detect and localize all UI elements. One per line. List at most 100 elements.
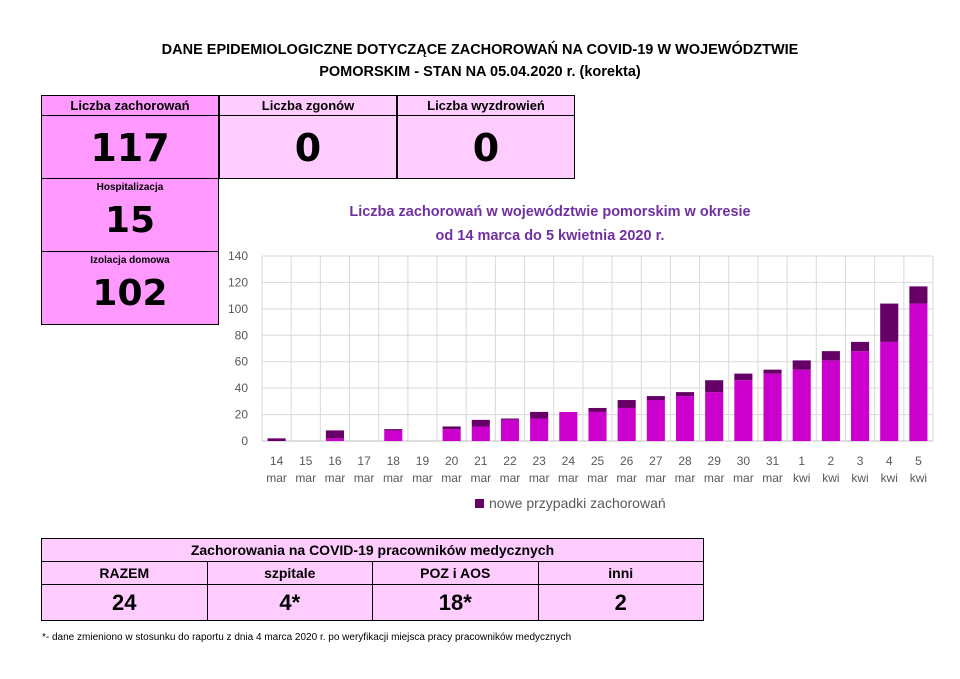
bar-previous-cases bbox=[471, 426, 490, 441]
x-tick-label-day: 19 bbox=[416, 454, 430, 468]
x-tick-label-day: 2 bbox=[828, 454, 835, 468]
medical-table-title: Zachorowania na COVID-19 pracowników med… bbox=[41, 538, 704, 562]
cases-value: 117 bbox=[41, 115, 219, 179]
x-tick-label-day: 14 bbox=[270, 454, 284, 468]
x-tick-label-day: 26 bbox=[620, 454, 634, 468]
bar-previous-cases bbox=[617, 407, 636, 441]
deaths-label: Liczba zgonów bbox=[219, 95, 397, 116]
bar-new-cases bbox=[530, 411, 549, 419]
x-tick-label-month: kwi bbox=[822, 471, 839, 485]
x-tick-label-month: mar bbox=[412, 471, 433, 485]
bar-new-cases bbox=[909, 286, 928, 304]
x-tick-label-day: 5 bbox=[915, 454, 922, 468]
bar-previous-cases bbox=[821, 360, 840, 441]
bar-previous-cases bbox=[763, 373, 782, 441]
bar-previous-cases bbox=[792, 369, 811, 441]
bar-new-cases bbox=[734, 373, 753, 381]
bar-previous-cases bbox=[734, 380, 753, 441]
medical-value-other: 2 bbox=[537, 584, 704, 621]
bar-new-cases bbox=[267, 438, 286, 441]
home-isolation-box: Izolacja domowa 102 bbox=[41, 251, 219, 325]
bar-previous-cases bbox=[442, 429, 461, 441]
medical-value-total: 24 bbox=[41, 584, 208, 621]
bar-new-cases bbox=[763, 369, 782, 374]
bar-previous-cases bbox=[588, 411, 607, 441]
bar-new-cases bbox=[821, 351, 840, 361]
bar-previous-cases bbox=[646, 400, 665, 441]
y-tick-label: 20 bbox=[235, 408, 249, 422]
y-tick-label: 100 bbox=[228, 302, 248, 316]
y-tick-label: 60 bbox=[235, 355, 249, 369]
x-tick-label-month: mar bbox=[470, 471, 491, 485]
x-tick-label-month: mar bbox=[383, 471, 404, 485]
x-tick-label-day: 3 bbox=[857, 454, 864, 468]
y-tick-label: 0 bbox=[241, 434, 248, 448]
x-tick-label-month: mar bbox=[295, 471, 316, 485]
medical-staff-table: Zachorowania na COVID-19 pracowników med… bbox=[41, 538, 704, 621]
x-tick-label-day: 4 bbox=[886, 454, 893, 468]
bar-previous-cases bbox=[325, 438, 344, 441]
report-title-line1: DANE EPIDEMIOLOGICZNE DOTYCZĄCE ZACHOROW… bbox=[161, 42, 799, 58]
x-tick-label-day: 25 bbox=[591, 454, 605, 468]
bar-new-cases bbox=[617, 400, 636, 408]
bar-new-cases bbox=[646, 396, 665, 401]
x-tick-label-day: 21 bbox=[474, 454, 488, 468]
x-tick-label-month: mar bbox=[529, 471, 550, 485]
medical-header-total: RAZEM bbox=[41, 561, 208, 585]
bar-previous-cases bbox=[705, 392, 724, 441]
deaths-value: 0 bbox=[219, 115, 397, 179]
bar-previous-cases bbox=[851, 351, 870, 441]
bar-previous-cases bbox=[500, 419, 520, 441]
x-tick-label-month: kwi bbox=[910, 471, 927, 485]
x-tick-label-month: kwi bbox=[881, 471, 898, 485]
x-tick-label-month: mar bbox=[354, 471, 375, 485]
home-isolation-value: 102 bbox=[92, 273, 168, 314]
medical-header-other: inni bbox=[537, 561, 704, 585]
x-tick-label-day: 15 bbox=[299, 454, 313, 468]
bar-new-cases bbox=[851, 341, 870, 352]
x-tick-label-month: mar bbox=[266, 471, 287, 485]
recoveries-value: 0 bbox=[397, 115, 575, 179]
bar-new-cases bbox=[325, 430, 344, 439]
x-tick-label-month: mar bbox=[587, 471, 608, 485]
x-tick-label-day: 23 bbox=[532, 454, 546, 468]
y-tick-label: 80 bbox=[235, 328, 249, 342]
footnote: *- dane zmieniono w stosunku do raportu … bbox=[42, 632, 572, 643]
legend-swatch bbox=[475, 499, 484, 508]
bar-previous-cases bbox=[384, 430, 403, 441]
x-tick-label-day: 31 bbox=[766, 454, 780, 468]
x-tick-label-day: 20 bbox=[445, 454, 459, 468]
x-tick-label-month: mar bbox=[762, 471, 783, 485]
bar-new-cases bbox=[675, 392, 695, 397]
bar-previous-cases bbox=[530, 418, 549, 441]
x-tick-label-month: mar bbox=[646, 471, 667, 485]
x-tick-label-day: 1 bbox=[798, 454, 805, 468]
chart-title-line1: Liczba zachorowań w województwie pomorsk… bbox=[349, 204, 751, 220]
cases-label: Liczba zachorowań bbox=[41, 95, 219, 116]
medical-header-hospitals: szpitale bbox=[206, 561, 373, 585]
home-isolation-label: Izolacja domowa bbox=[90, 255, 170, 266]
bar-new-cases bbox=[471, 419, 490, 427]
x-tick-label-day: 27 bbox=[649, 454, 663, 468]
x-tick-label-month: mar bbox=[558, 471, 579, 485]
x-tick-label-month: mar bbox=[675, 471, 696, 485]
bar-new-cases bbox=[588, 407, 607, 412]
x-tick-label-month: mar bbox=[704, 471, 725, 485]
medical-value-hospitals: 4* bbox=[206, 584, 373, 621]
x-tick-label-day: 30 bbox=[737, 454, 751, 468]
y-tick-label: 140 bbox=[228, 249, 248, 263]
x-tick-label-day: 22 bbox=[503, 454, 517, 468]
bar-new-cases bbox=[500, 418, 520, 420]
hospital-label: Hospitalizacja bbox=[96, 182, 164, 193]
bar-previous-cases bbox=[880, 341, 899, 441]
bar-new-cases bbox=[880, 303, 899, 342]
bar-new-cases bbox=[442, 426, 461, 430]
x-tick-label-day: 17 bbox=[357, 454, 371, 468]
hospital-box: Hospitalizacja 15 bbox=[41, 178, 219, 252]
bar-previous-cases bbox=[675, 396, 695, 441]
recoveries-label: Liczba wyzdrowień bbox=[397, 95, 575, 116]
x-tick-label-day: 29 bbox=[708, 454, 722, 468]
x-tick-label-day: 16 bbox=[328, 454, 342, 468]
chart-title-line2: od 14 marca do 5 kwietnia 2020 r. bbox=[435, 228, 665, 244]
